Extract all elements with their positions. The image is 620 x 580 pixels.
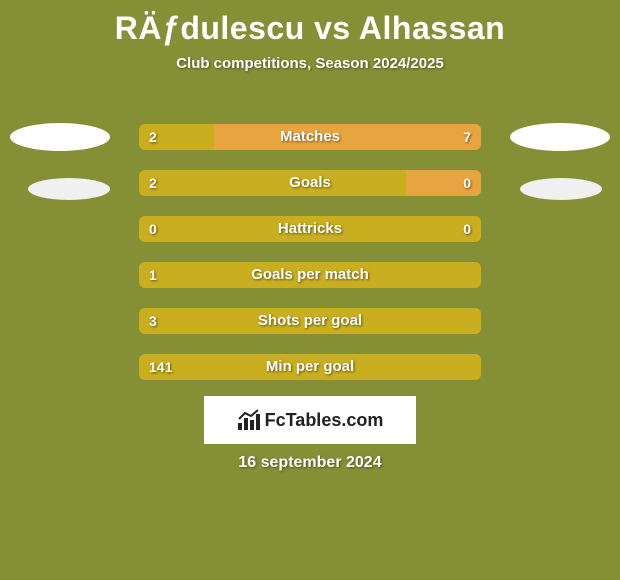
player-right-avatar (510, 123, 610, 151)
player-left-shadow (28, 178, 110, 200)
page-title: RÄƒdulescu vs Alhassan (0, 0, 620, 47)
stat-value-right: 7 (463, 124, 471, 150)
stat-value-right: 0 (463, 216, 471, 242)
stat-row: Min per goal141 (139, 354, 481, 380)
stat-label: Goals (139, 170, 481, 196)
player-left-avatar (10, 123, 110, 151)
stat-label: Min per goal (139, 354, 481, 380)
stat-row: Hattricks0 0 (139, 216, 481, 242)
brand-icon (237, 409, 261, 431)
stat-value-left: 2 (149, 170, 157, 196)
stat-label: Matches (139, 124, 481, 150)
stat-row: Matches2 7 (139, 124, 481, 150)
stat-label: Shots per goal (139, 308, 481, 334)
stat-value-left: 2 (149, 124, 157, 150)
stat-label: Goals per match (139, 262, 481, 288)
stat-value-left: 0 (149, 216, 157, 242)
brand-text: FcTables.com (265, 410, 384, 431)
comparison-infographic: RÄƒdulescu vs Alhassan Club competitions… (0, 0, 620, 580)
stat-label: Hattricks (139, 216, 481, 242)
date-text: 16 september 2024 (0, 454, 620, 472)
player-right-shadow (520, 178, 602, 200)
stat-row: Shots per goal3 (139, 308, 481, 334)
stat-value-right: 0 (463, 170, 471, 196)
stat-value-left: 141 (149, 354, 172, 380)
subtitle: Club competitions, Season 2024/2025 (0, 55, 620, 72)
stat-row: Goals2 0 (139, 170, 481, 196)
stat-value-left: 1 (149, 262, 157, 288)
brand-box: FcTables.com (204, 396, 416, 444)
stat-value-left: 3 (149, 308, 157, 334)
stat-row: Goals per match1 (139, 262, 481, 288)
stats-bars: Matches27Goals20Hattricks00Goals per mat… (139, 124, 481, 400)
